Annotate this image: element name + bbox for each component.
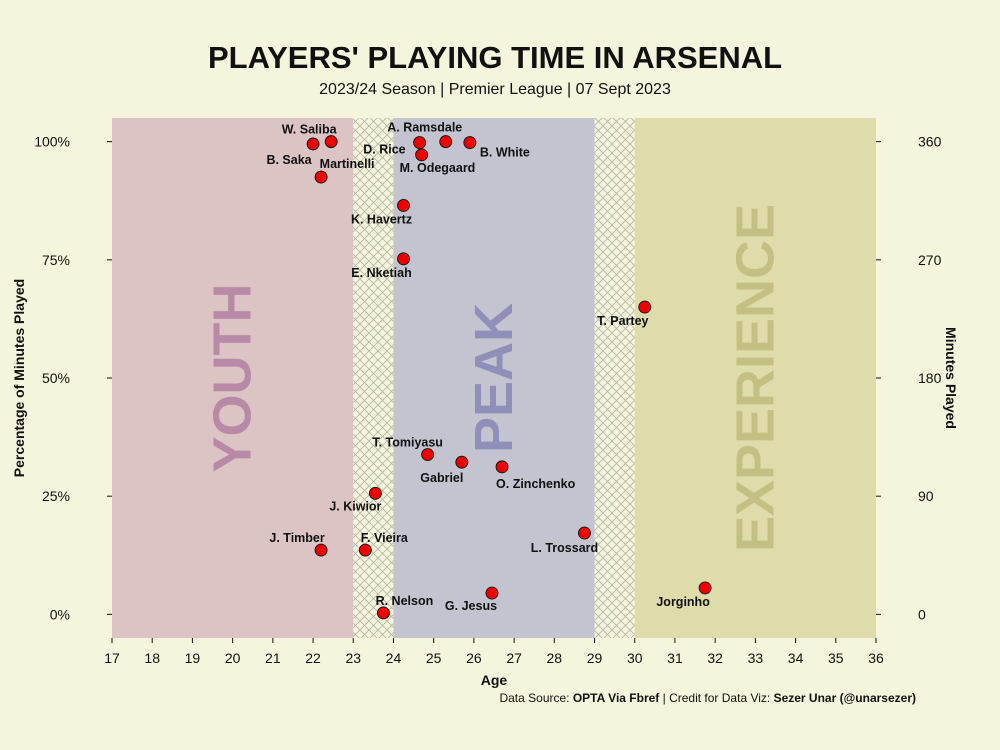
left-y-tick-label: 100% [34,134,70,150]
source-prefix: Data Source: [499,691,572,705]
right-y-tick-label: 180 [918,370,942,386]
label-d-rice: D. Rice [363,143,405,157]
point-g-jesus [485,586,499,600]
point-t-tomiyasu [421,448,435,462]
x-tick-label-30: 30 [627,650,643,666]
x-tick-label-22: 22 [305,650,321,666]
label-w-saliba: W. Saliba [282,123,338,137]
x-tick-label-17: 17 [104,650,120,666]
label-l-trossard: L. Trossard [531,541,598,555]
point-martinelli [314,170,328,184]
label-j-kiwior: J. Kiwior [329,499,381,513]
x-axis-label: Age [481,672,508,688]
x-tick-label-25: 25 [426,650,442,666]
x-tick-label-33: 33 [748,650,764,666]
right-y-tick-label: 90 [918,488,934,504]
source-name: OPTA Via Fbref [573,691,660,705]
point-t-partey [638,300,652,314]
point-b-white [463,136,477,150]
point-k-havertz [397,199,410,212]
credit-name: Sezer Unar (@unarsezer) [774,691,916,705]
zone-labels: YOUTH PEAK EXPERIENCE [203,204,786,552]
x-tick-label-27: 27 [506,650,522,666]
right-y-tick-label: 360 [918,134,942,150]
label-a-ramsdale: A. Ramsdale [387,121,462,135]
label-b-saka: B. Saka [266,153,312,167]
label-m-odegaard: M. Odegaard [400,161,476,175]
zone-transition-3 [594,118,635,638]
age-zones [112,118,876,638]
zone-transition-1 [353,118,394,638]
point-w-saliba [324,135,338,149]
label-o-zinchenko: O. Zinchenko [496,477,576,491]
zone-peak [393,118,595,638]
point-j-timber [314,543,328,557]
source-middle: | Credit for Data Viz: [659,691,773,705]
point-r-nelson [376,606,390,620]
point-jorginho [698,581,712,595]
x-tick-label-21: 21 [265,650,281,666]
point-a-ramsdale [439,135,453,149]
label-gabriel: Gabriel [420,471,463,485]
x-axis-ticks: 17 18 19 20 21 22 23 24 25 26 27 28 29 30 31 32 33 34 35 36 [104,638,884,666]
x-tick-label-20: 20 [225,650,241,666]
label-g-jesus: G. Jesus [445,599,497,613]
x-tick-label-31: 31 [667,650,683,666]
left-y-axis-label: Percentage of Minutes Played [11,279,27,477]
label-r-nelson: R. Nelson [376,594,434,608]
left-y-tick-label: 50% [42,370,70,386]
right-y-axis-ticks: 0 90 180 270 360 [876,134,942,622]
label-t-partey: T. Partey [597,314,648,328]
right-y-tick-label: 270 [918,252,942,268]
point-m-odegaard [415,148,429,162]
x-tick-label-36: 36 [868,650,884,666]
chart-title: PLAYERS' PLAYING TIME IN ARSENAL [208,40,782,75]
point-e-nketiah [397,252,410,266]
x-tick-label-29: 29 [587,650,603,666]
label-b-white: B. White [480,146,530,160]
point-gabriel [455,455,469,469]
label-martinelli: Martinelli [320,157,375,171]
point-o-zinchenko [495,460,509,474]
label-e-nketiah: E. Nketiah [351,266,411,280]
left-y-tick-label: 25% [42,488,70,504]
zone-youth [112,118,354,638]
x-tick-label-24: 24 [386,650,402,666]
zone-experience [634,118,876,638]
point-l-trossard [578,526,591,540]
data-points [306,135,712,620]
x-tick-label-28: 28 [547,650,563,666]
right-y-axis-label: Minutes Played [943,327,959,429]
left-y-tick-label: 75% [42,252,70,268]
x-tick-label-18: 18 [144,650,160,666]
chart-subtitle: 2023/24 Season | Premier League | 07 Sep… [319,81,671,98]
zone-label-experience: EXPERIENCE [725,204,785,552]
left-y-tick-label: 0% [50,606,70,622]
zone-label-peak: PEAK [464,303,524,453]
right-y-tick-label: 0 [918,606,926,622]
x-tick-label-34: 34 [788,650,804,666]
point-b-saka [306,137,320,151]
data-source-note: Data Source: OPTA Via Fbref | Credit for… [499,691,916,705]
label-t-tomiyasu: T. Tomiyasu [372,436,443,450]
label-f-vieira: F. Vieira [361,531,409,545]
point-f-vieira [358,543,372,557]
x-tick-label-35: 35 [828,650,844,666]
point-labels: W. Saliba B. Saka Martinelli A. Ramsdale D. … [266,121,710,613]
label-j-timber: J. Timber [269,531,324,545]
left-y-axis-ticks: 0% 25% 50% 75% 100% [34,134,112,622]
point-j-kiwior [368,486,382,500]
label-jorginho: Jorginho [656,595,710,609]
x-tick-label-26: 26 [466,650,482,666]
zone-label-youth: YOUTH [203,284,263,473]
label-k-havertz: K. Havertz [351,212,412,226]
x-tick-label-23: 23 [345,650,361,666]
x-tick-label-32: 32 [707,650,723,666]
x-tick-label-19: 19 [185,650,201,666]
point-d-rice [413,136,427,150]
